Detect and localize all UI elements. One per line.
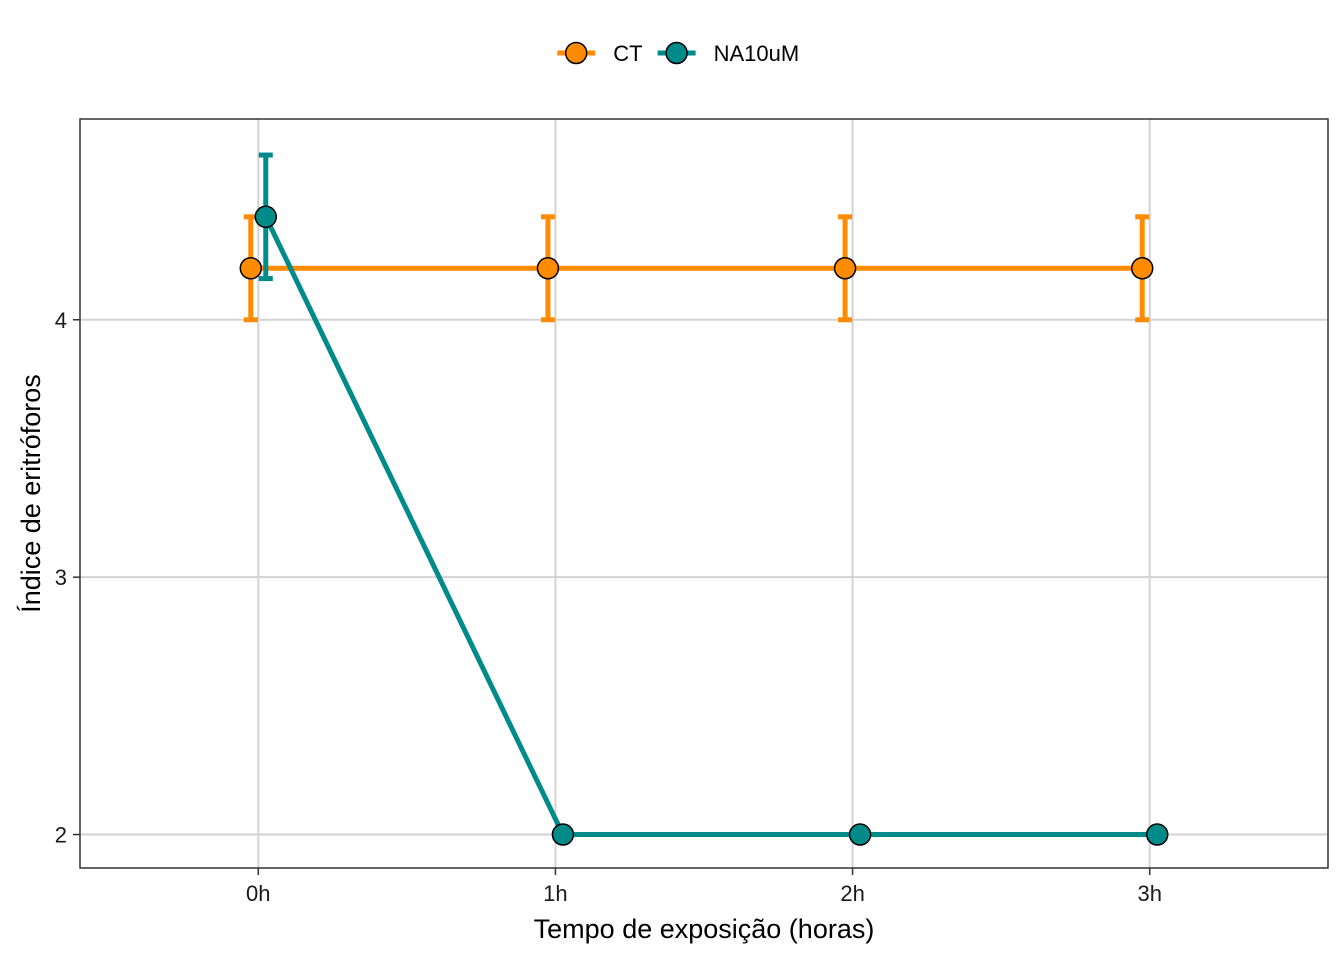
x-tick-label: 3h xyxy=(1137,881,1161,906)
data-point-na10um xyxy=(254,205,278,229)
x-tick-label: 1h xyxy=(543,881,567,906)
data-point-na10um xyxy=(551,823,575,846)
legend-label: CT xyxy=(613,41,642,66)
data-point-ct xyxy=(1130,257,1154,280)
y-axis-title: Índice de eritróforos xyxy=(16,374,46,613)
data-point-na10um xyxy=(848,823,872,846)
legend: CT NA10uM xyxy=(557,41,799,66)
x-axis-title: Tempo de exposição (horas) xyxy=(534,914,875,944)
legend-label: NA10uM xyxy=(714,41,800,66)
data-point-ct xyxy=(239,257,263,280)
x-tick-label: 0h xyxy=(246,881,270,906)
data-point-ct xyxy=(536,257,560,280)
legend-key-point xyxy=(665,41,688,65)
series-layer xyxy=(239,152,1169,846)
legend-item-na10um: NA10uM xyxy=(657,41,800,66)
y-tick-label: 4 xyxy=(55,308,67,333)
legend-item-ct: CT xyxy=(557,41,643,66)
series-line-na10um xyxy=(263,215,1158,838)
data-point-ct xyxy=(833,257,857,280)
y-tick-label: 3 xyxy=(55,565,67,590)
axes: 0h 1h 2h 3h 2 3 4 xyxy=(55,308,1162,906)
legend-key-point xyxy=(564,41,588,65)
x-tick-label: 2h xyxy=(840,881,864,906)
y-tick-label: 2 xyxy=(55,823,67,848)
plot-panel-border xyxy=(79,118,1329,869)
data-point-na10um xyxy=(1145,823,1169,846)
